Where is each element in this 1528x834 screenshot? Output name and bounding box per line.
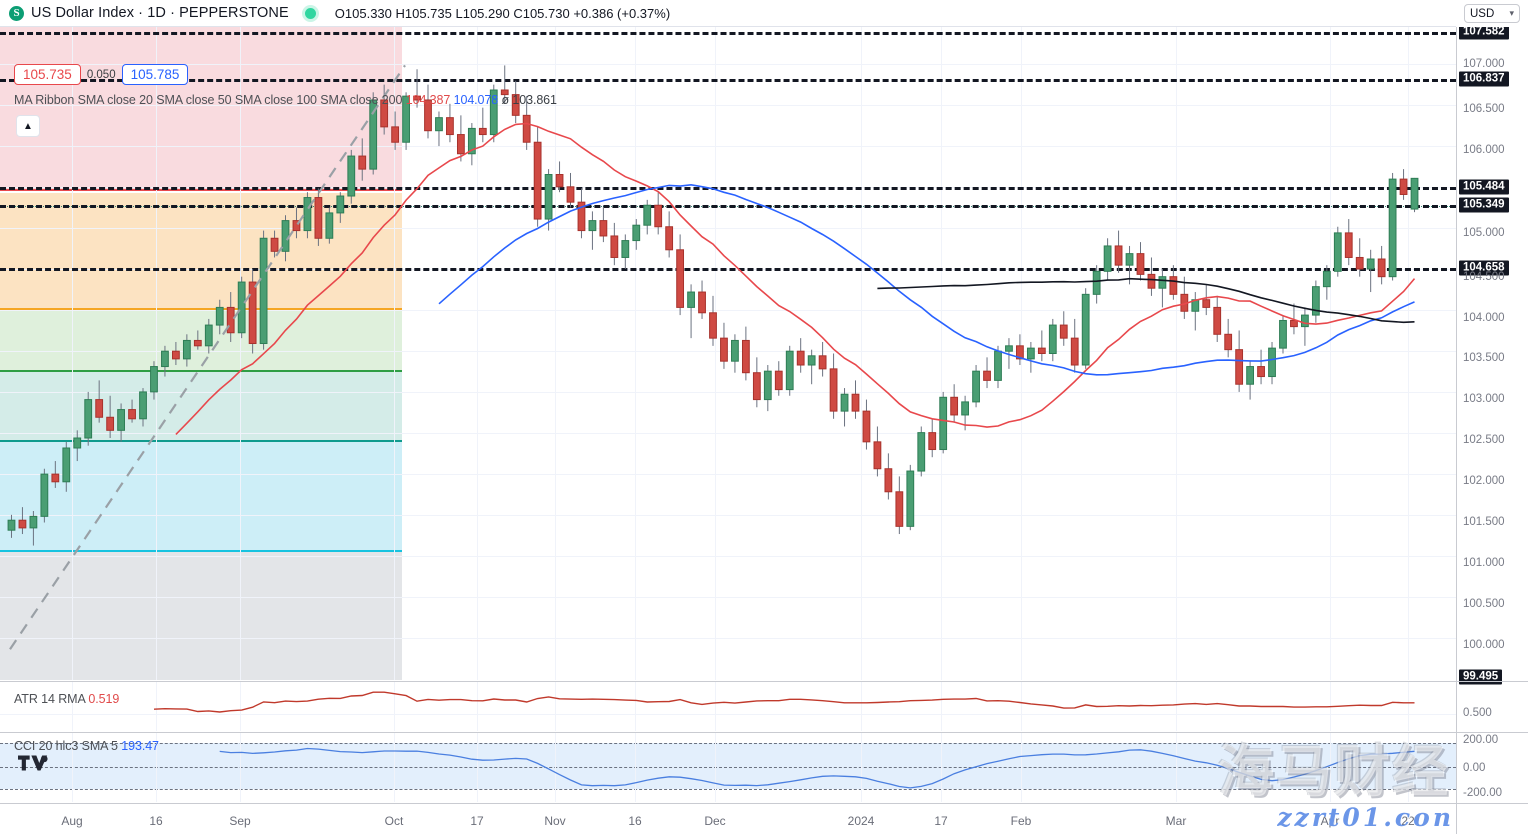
time-tick: 22: [1401, 814, 1415, 828]
time-tick: Nov: [544, 814, 566, 828]
time-tick: 2024: [847, 814, 875, 828]
level-line-104658: [0, 268, 1456, 271]
price-tick: 0.00: [1463, 762, 1486, 774]
level-line-105484: [0, 187, 1456, 190]
price-tick: 100.500: [1463, 598, 1505, 610]
currency-selector[interactable]: USD ▾: [1464, 4, 1520, 23]
cci-pane[interactable]: CCI 20 hlc3 SMA 5 193.47: [0, 732, 1456, 802]
atr-value: 0.519: [88, 692, 120, 706]
currency-label: USD: [1470, 7, 1495, 20]
price-tick: 106.000: [1463, 144, 1505, 156]
measure-price-boxes[interactable]: 105.735 0.050 105.785: [14, 64, 189, 85]
price-tick: 106.500: [1463, 103, 1505, 115]
measure-low-box[interactable]: 105.735: [14, 64, 81, 85]
measure-delta: 0.050: [86, 68, 116, 81]
time-tick: 16: [149, 814, 163, 828]
chevron-down-icon: ▾: [1509, 8, 1514, 18]
time-tick: Feb: [1010, 814, 1032, 828]
price-tick: 102.500: [1463, 434, 1505, 446]
zone-line-green: [0, 370, 402, 372]
price-tick: 101.500: [1463, 516, 1505, 528]
price-tick: 101.000: [1463, 557, 1505, 569]
time-tick: Aug: [61, 814, 83, 828]
scale-separator: [1457, 681, 1528, 682]
level-line-107582: [0, 32, 1456, 35]
ma-value-1: 104.387: [405, 93, 451, 107]
price-tick: 103.000: [1463, 393, 1505, 405]
price-tick-highlight: 104.658: [1459, 260, 1509, 276]
time-tick: Mar: [1165, 814, 1187, 828]
time-tick: 16: [628, 814, 642, 828]
zone-line-cyan: [0, 550, 402, 552]
price-tick-highlight: 105.349: [1459, 197, 1509, 213]
atr-label: ATR 14 RMA: [14, 692, 86, 706]
price-scale[interactable]: 107.582 107.000 106.837 106.500 106.000 105.4…: [1456, 24, 1528, 834]
price-tick-highlight: 106.837: [1459, 71, 1509, 87]
cci-value: 193.47: [121, 739, 159, 753]
price-tick: 102.000: [1463, 475, 1505, 487]
zone-gray: [0, 551, 402, 680]
time-tick: 17: [470, 814, 484, 828]
ma-value-3: 103.861: [512, 93, 557, 107]
candlestick-series: [7, 64, 1419, 650]
cci-upper-band: [0, 743, 1456, 744]
atr-line: [153, 691, 1415, 713]
ma-ribbon-label: MA Ribbon SMA close 20 SMA close 50 SMA …: [14, 93, 403, 107]
chevron-up-icon[interactable]: ▲: [16, 115, 40, 137]
ma-ribbon-legend[interactable]: MA Ribbon SMA close 20 SMA close 50 SMA …: [14, 93, 557, 107]
time-tick: Sep: [229, 814, 251, 828]
level-line-105349: [0, 205, 1456, 208]
symbol-title[interactable]: US Dollar Index · 1D · PEPPERSTONE: [31, 5, 289, 21]
price-tick: 103.500: [1463, 352, 1505, 364]
currency-selector-wrap: USD ▾: [1456, 0, 1528, 27]
cci-mid-band: [0, 767, 1456, 768]
measure-high-box[interactable]: 105.785: [121, 64, 189, 85]
ma-value-2: 104.078: [453, 93, 499, 107]
price-tick-highlight: 107.582: [1459, 24, 1509, 40]
time-tick: Oct: [384, 814, 404, 828]
time-tick: Dec: [704, 814, 726, 828]
ma-sep-icon: ø: [501, 93, 510, 107]
zone-teal: [0, 371, 402, 441]
zone-line-teal: [0, 440, 402, 442]
time-tick: Apr: [1320, 814, 1340, 828]
dollar-circle-icon: S: [9, 5, 24, 21]
cci-legend[interactable]: CCI 20 hlc3 SMA 5 193.47: [14, 739, 159, 753]
atr-pane[interactable]: ATR 14 RMA 0.519: [0, 681, 1456, 731]
price-tick-highlight: 99.495: [1459, 669, 1503, 685]
cci-label: CCI 20 hlc3 SMA 5: [14, 739, 118, 753]
scale-separator: [1457, 732, 1528, 733]
price-tick: 200.00: [1463, 734, 1499, 746]
zone-orange: [0, 193, 402, 309]
ohlc-values: O105.330 H105.735 L105.290 C105.730 +0.3…: [334, 5, 671, 21]
price-tick: 100.000: [1463, 639, 1505, 651]
chart-header: S US Dollar Index · 1D · PEPPERSTONE O10…: [0, 0, 1528, 27]
price-tick-highlight: 105.484: [1459, 179, 1509, 195]
tradingview-logo[interactable]: [18, 753, 48, 778]
price-tick: 104.000: [1463, 312, 1505, 324]
level-line-106837: [0, 79, 1456, 82]
zone-line-orange: [0, 308, 402, 310]
market-status-dot: [304, 7, 316, 19]
zone-line-red: [0, 189, 402, 191]
cci-lower-band: [0, 789, 1456, 790]
cci-shaded-band: [0, 743, 1456, 789]
scale-separator: [1457, 803, 1528, 804]
price-tick: -200.00: [1463, 787, 1503, 799]
price-tick: 0.500: [1463, 707, 1492, 719]
atr-legend[interactable]: ATR 14 RMA 0.519: [14, 692, 119, 706]
price-pane[interactable]: MA Ribbon SMA close 20 SMA close 50 SMA …: [0, 27, 1456, 680]
price-tick: 107.000: [1463, 58, 1505, 70]
price-tick: 104.500: [1463, 271, 1505, 283]
zone-red: [0, 27, 402, 190]
cci-line: [219, 747, 1415, 789]
time-axis[interactable]: Aug 16 Sep Oct 17 Nov 16 Dec 2024 17 Feb Mar Apr 22: [0, 803, 1456, 834]
time-tick: 17: [934, 814, 948, 828]
price-tick: 105.000: [1463, 227, 1505, 239]
